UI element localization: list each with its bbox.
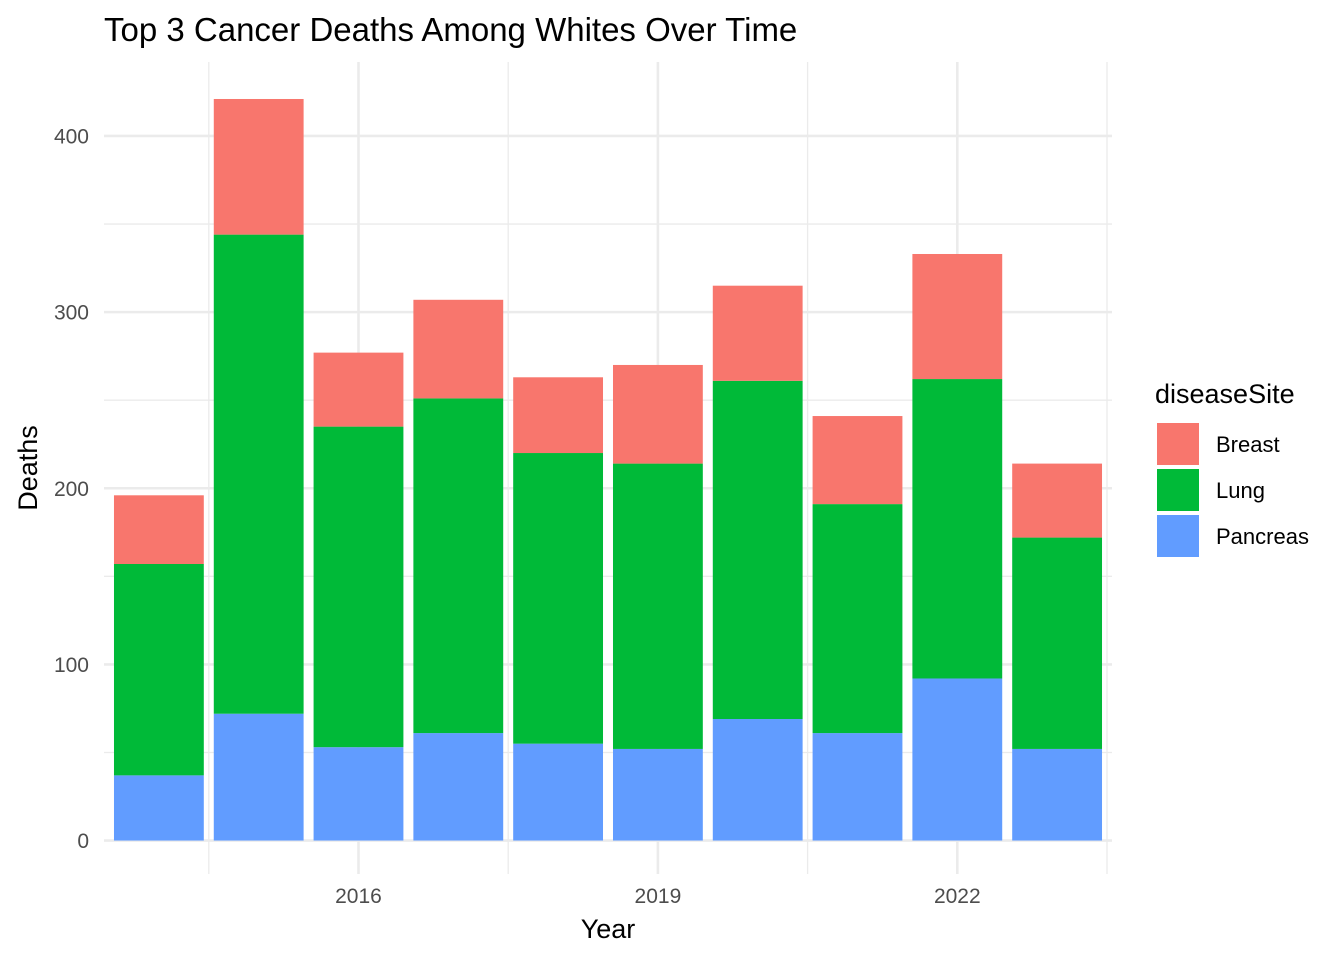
bar-lung-2021 <box>812 504 903 734</box>
bar-pancreas-2016 <box>313 747 404 841</box>
legend-key-breast <box>1157 423 1199 465</box>
x-axis-title: Year <box>581 914 636 944</box>
x-axis-ticks: 2016 2019 2022 <box>335 885 981 908</box>
y-axis-ticks: 0 100 200 300 400 <box>54 125 89 853</box>
bar-lung-2015 <box>213 234 304 714</box>
bar-lung-2016 <box>313 426 404 748</box>
legend: diseaseSite Breast Lung Pancreas <box>1155 379 1309 557</box>
x-tick-label: 2022 <box>934 885 981 908</box>
bar-pancreas-2022 <box>912 678 1003 841</box>
bar-pancreas-2021 <box>812 733 903 841</box>
bar-pancreas-2017 <box>413 733 504 841</box>
legend-key-pancreas <box>1157 515 1199 557</box>
bar-lung-2023 <box>1012 537 1103 749</box>
y-tick-label: 100 <box>54 654 89 677</box>
bar-lung-2022 <box>912 379 1003 679</box>
bar-pancreas-2020 <box>712 718 803 841</box>
bars-group <box>113 98 1103 841</box>
chart-title: Top 3 Cancer Deaths Among Whites Over Ti… <box>104 11 797 48</box>
bar-breast-2019 <box>612 364 703 464</box>
bar-breast-2015 <box>213 98 304 235</box>
x-tick-label: 2016 <box>335 885 382 908</box>
y-tick-label: 200 <box>54 478 89 501</box>
bar-breast-2021 <box>812 416 903 505</box>
legend-title: diseaseSite <box>1155 379 1295 409</box>
legend-label-breast: Breast <box>1216 432 1280 457</box>
y-tick-label: 0 <box>77 830 89 853</box>
bar-breast-2023 <box>1012 463 1103 538</box>
bar-pancreas-2023 <box>1012 748 1103 841</box>
bar-lung-2020 <box>712 380 803 719</box>
bar-pancreas-2019 <box>612 748 703 841</box>
bar-pancreas-2014 <box>113 775 204 841</box>
y-tick-label: 400 <box>54 125 89 148</box>
bar-pancreas-2015 <box>213 713 304 841</box>
y-tick-label: 300 <box>54 302 89 325</box>
bar-lung-2019 <box>612 463 703 749</box>
bar-breast-2018 <box>513 377 604 454</box>
legend-key-lung <box>1157 469 1199 511</box>
bar-breast-2022 <box>912 253 1003 380</box>
bar-breast-2014 <box>113 495 204 564</box>
bar-breast-2016 <box>313 352 404 427</box>
y-axis-title: Deaths <box>13 425 43 511</box>
legend-label-pancreas: Pancreas <box>1216 524 1309 549</box>
bar-lung-2014 <box>113 563 204 776</box>
x-tick-label: 2019 <box>635 885 682 908</box>
bar-pancreas-2018 <box>513 743 604 841</box>
bar-lung-2018 <box>513 453 604 744</box>
bar-breast-2017 <box>413 299 504 399</box>
bar-breast-2020 <box>712 285 803 381</box>
bar-lung-2017 <box>413 398 504 734</box>
legend-label-lung: Lung <box>1216 478 1265 503</box>
